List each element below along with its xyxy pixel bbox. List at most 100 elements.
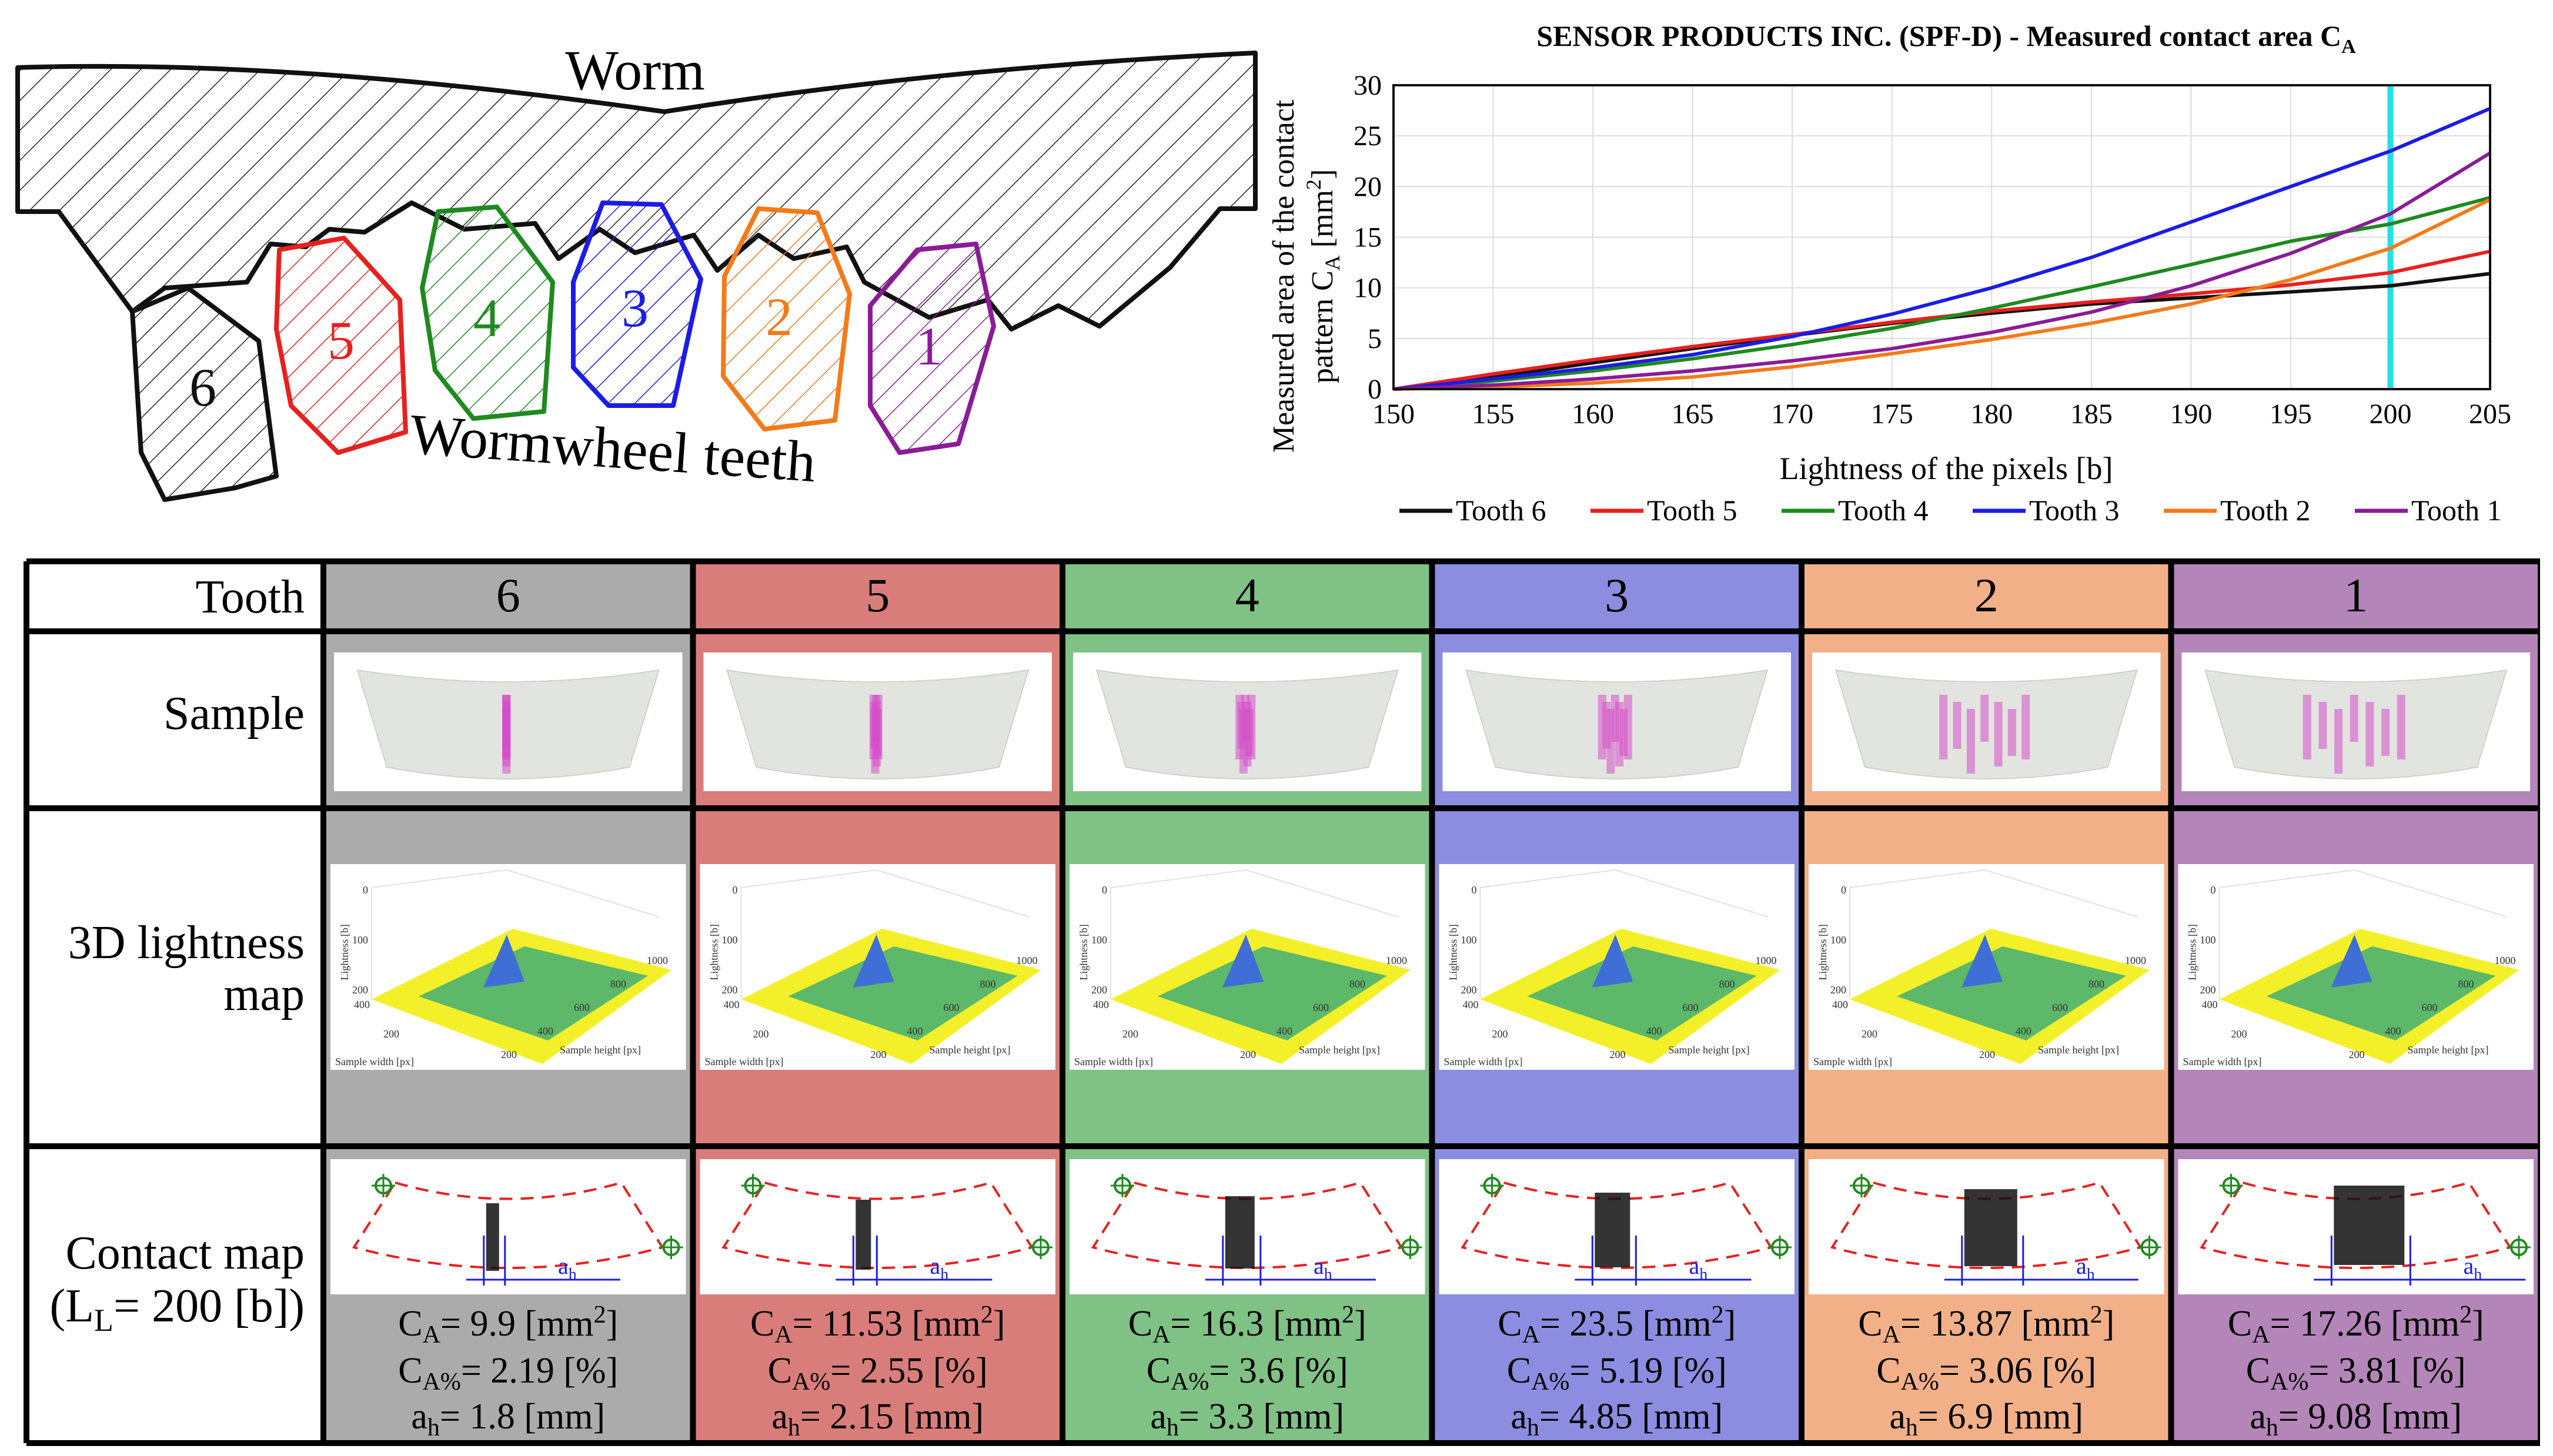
ah-value: ah= 2.15 [mm] xyxy=(771,1397,984,1441)
map-w-tick: 200 xyxy=(2231,1028,2247,1040)
row-label-contact-line1: Contact map xyxy=(65,1227,305,1279)
contact-percent-value: CA%= 5.19 [%] xyxy=(1507,1351,1727,1395)
contact-stain xyxy=(2381,709,2390,756)
map-z-tick: 100 xyxy=(722,934,738,946)
map-h-tick: 200 xyxy=(1979,1049,1995,1060)
map-z-label: Lightness [b] xyxy=(1817,924,1829,980)
legend-label: Tooth 1 xyxy=(2411,494,2501,527)
ah-dimension-label: ah xyxy=(1314,1253,1332,1284)
contact-boundary xyxy=(1830,1181,2143,1269)
contact-stain xyxy=(2334,709,2343,774)
row-label-contact-line2: (LL= 200 [b]) xyxy=(49,1280,305,1338)
map-h-tick: 600 xyxy=(1683,1002,1699,1013)
contact-area-value: CA= 9.9 [mm2] xyxy=(398,1301,618,1348)
tooth-header-6: 6 xyxy=(496,568,520,622)
x-tick-label: 155 xyxy=(1472,399,1515,430)
map-y-label: Sample height [px] xyxy=(930,1044,1011,1056)
map-h-tick: 800 xyxy=(2458,978,2474,990)
map-peak xyxy=(1592,935,1633,988)
map-y-label: Sample height [px] xyxy=(1299,1044,1380,1056)
ah-dimension-label: ah xyxy=(2076,1253,2095,1284)
map-y-label: Sample height [px] xyxy=(2038,1044,2119,1056)
map-h-tick: 800 xyxy=(1349,978,1365,990)
map-h-tick: 800 xyxy=(980,978,996,990)
chart-series xyxy=(1393,85,2491,391)
legend-label: Tooth 3 xyxy=(2029,494,2119,527)
map-w-tick: 400 xyxy=(2202,999,2218,1010)
x-tick-label: 190 xyxy=(2170,399,2212,430)
contact-stain xyxy=(1953,702,1961,749)
ah-value: ah= 4.85 [mm] xyxy=(1511,1397,1723,1441)
map-h-tick: 400 xyxy=(1276,1025,1292,1037)
map-h-tick: 1000 xyxy=(2125,955,2146,966)
tooth-1-label: 1 xyxy=(915,316,943,376)
map-surface xyxy=(788,946,1018,1040)
contact-pixels xyxy=(856,1200,871,1270)
contact-stain xyxy=(2365,702,2374,767)
tooth-header-1: 1 xyxy=(2344,568,2368,622)
map-z-tick: 200 xyxy=(1830,984,1846,996)
y-tick-label: 20 xyxy=(1354,171,1382,202)
map-y-label: Sample height [px] xyxy=(560,1044,641,1056)
map-h-tick: 200 xyxy=(2349,1049,2365,1060)
contact-percent-value: CA%= 3.06 [%] xyxy=(1876,1351,2096,1395)
y-tick-label: 5 xyxy=(1368,323,1382,354)
x-tick-label: 200 xyxy=(2369,399,2411,430)
map-h-tick: 800 xyxy=(610,978,626,990)
tooth-5-label: 5 xyxy=(328,310,355,370)
map-h-tick: 1000 xyxy=(1756,955,1777,966)
map-w-tick: 200 xyxy=(383,1028,399,1040)
x-tick-label: 170 xyxy=(1771,399,1813,430)
contact-area-value: CA= 16.3 [mm2] xyxy=(1128,1301,1366,1348)
map-z-tick: 200 xyxy=(2200,984,2216,996)
map-h-tick: 800 xyxy=(2088,978,2104,990)
contact-pixels xyxy=(1225,1196,1255,1268)
contact-area-value: CA= 23.5 [mm2] xyxy=(1498,1301,1736,1348)
contact-pixels xyxy=(1595,1193,1630,1267)
map-z-tick: 0 xyxy=(1841,884,1846,896)
y-tick-label: 25 xyxy=(1354,121,1382,152)
tooth-header-2: 2 xyxy=(1974,568,1999,622)
contact-stain xyxy=(2007,709,2016,756)
map-w-tick: 400 xyxy=(724,999,740,1010)
map-z-tick: 0 xyxy=(733,884,738,896)
chart-grid xyxy=(1393,85,2491,390)
x-tick-label: 175 xyxy=(1871,399,1913,430)
map-h-tick: 400 xyxy=(1646,1025,1662,1037)
contact-stain xyxy=(1939,695,1948,759)
chart-ticks: 150 155 160 165 170 175 180 185 190 195 200 205 0 5 10… xyxy=(1354,70,2511,430)
row-label-3d-line2: map xyxy=(223,969,305,1020)
map-z-label: Lightness [b] xyxy=(1078,924,1090,980)
map-y-label: Sample height [px] xyxy=(1669,1044,1750,1056)
x-tick-label: 185 xyxy=(2070,399,2113,430)
header-tooth-label: Tooth xyxy=(195,571,305,623)
map-z-tick: 200 xyxy=(1461,984,1477,996)
map-z-tick: 100 xyxy=(1830,934,1846,946)
contact-stain xyxy=(2318,702,2327,749)
x-tick-label: 165 xyxy=(1672,399,1714,430)
contact-area-value: CA= 13.87 [mm2] xyxy=(1858,1301,2114,1348)
map-z-tick: 200 xyxy=(1091,984,1107,996)
map-surface xyxy=(1158,946,1387,1040)
map-z-tick: 100 xyxy=(1091,934,1107,946)
x-tick-label: 195 xyxy=(2270,399,2312,430)
chart-y-label-line1: Measured area of the contact xyxy=(1267,99,1301,453)
map-w-tick: 400 xyxy=(1832,999,1848,1010)
map-y-label: Sample height [px] xyxy=(2408,1044,2489,1056)
contact-pixels xyxy=(486,1203,499,1271)
map-z-tick: 100 xyxy=(2200,934,2216,946)
legend-label: Tooth 5 xyxy=(1647,494,1737,527)
contact-boundary xyxy=(2200,1181,2512,1269)
contact-stain xyxy=(2350,695,2358,742)
map-w-tick: 200 xyxy=(1862,1028,1877,1040)
tooth-4-label: 4 xyxy=(473,288,500,348)
map-z-tick: 0 xyxy=(1102,884,1107,896)
contact-pixels xyxy=(2334,1186,2405,1265)
contact-boundary xyxy=(721,1181,1034,1269)
contact-area-chart: SENSOR PRODUCTS INC. (SPF-D) - Measured … xyxy=(1267,19,2511,527)
y-tick-label: 15 xyxy=(1354,222,1382,253)
series-line-tooth-2 xyxy=(1393,198,2491,391)
x-tick-label: 160 xyxy=(1572,399,1614,430)
ah-value: ah= 1.8 [mm] xyxy=(411,1397,605,1441)
